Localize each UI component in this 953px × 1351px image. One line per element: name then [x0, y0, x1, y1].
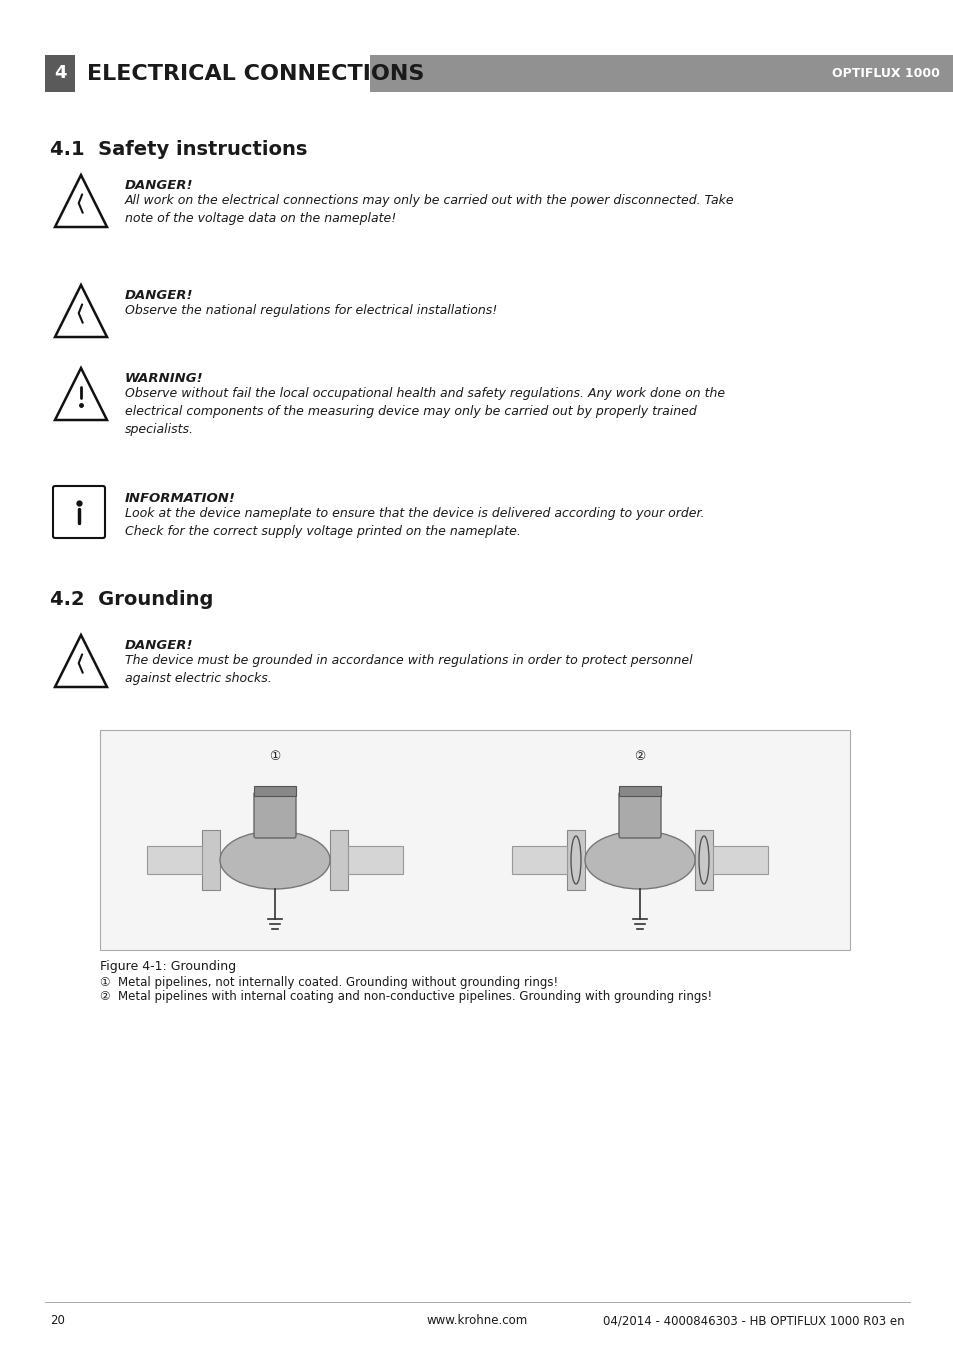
Ellipse shape [220, 831, 330, 889]
Text: INFORMATION!: INFORMATION! [125, 492, 235, 505]
FancyBboxPatch shape [253, 792, 295, 838]
FancyBboxPatch shape [53, 486, 105, 538]
Text: DANGER!: DANGER! [125, 178, 193, 192]
Text: 4: 4 [53, 65, 66, 82]
Text: OPTIFLUX 1000: OPTIFLUX 1000 [831, 68, 939, 80]
Text: ②  Metal pipelines with internal coating and non-conductive pipelines. Grounding: ② Metal pipelines with internal coating … [100, 990, 711, 1002]
Text: 4.1  Safety instructions: 4.1 Safety instructions [50, 141, 307, 159]
Bar [330, 830, 348, 890]
Text: ②: ② [634, 750, 645, 763]
Text: Figure 4-1: Grounding: Figure 4-1: Grounding [100, 961, 236, 973]
Text: ①  Metal pipelines, not internally coated. Grounding without grounding rings!: ① Metal pipelines, not internally coated… [100, 975, 558, 989]
Text: Look at the device nameplate to ensure that the device is delivered according to: Look at the device nameplate to ensure t… [125, 507, 703, 538]
Text: Observe the national regulations for electrical installations!: Observe the national regulations for ele… [125, 304, 497, 317]
Polygon shape [55, 635, 107, 688]
FancyBboxPatch shape [618, 792, 660, 838]
Polygon shape [55, 176, 107, 227]
Text: 04/2014 - 4000846303 - HB OPTIFLUX 1000 R03 en: 04/2014 - 4000846303 - HB OPTIFLUX 1000 … [602, 1315, 904, 1327]
Bar [712, 846, 767, 874]
Polygon shape [55, 285, 107, 336]
Bar [253, 786, 295, 796]
Ellipse shape [584, 831, 695, 889]
Text: www.krohne.com: www.krohne.com [426, 1315, 527, 1327]
Bar [370, 55, 953, 92]
Bar [566, 830, 584, 890]
Bar [45, 55, 75, 92]
Text: ①: ① [269, 750, 280, 763]
Polygon shape [55, 367, 107, 420]
Bar [147, 846, 202, 874]
Text: WARNING!: WARNING! [125, 372, 203, 385]
Bar [695, 830, 712, 890]
Text: DANGER!: DANGER! [125, 639, 193, 653]
Text: All work on the electrical connections may only be carried out with the power di: All work on the electrical connections m… [125, 195, 734, 226]
Bar [202, 830, 220, 890]
Bar [348, 846, 402, 874]
Text: ELECTRICAL CONNECTIONS: ELECTRICAL CONNECTIONS [87, 63, 424, 84]
Text: DANGER!: DANGER! [125, 289, 193, 303]
Bar [100, 730, 849, 950]
Bar [618, 786, 660, 796]
Text: 20: 20 [50, 1315, 65, 1327]
Text: 4.2  Grounding: 4.2 Grounding [50, 590, 213, 609]
Text: Observe without fail the local occupational health and safety regulations. Any w: Observe without fail the local occupatio… [125, 386, 724, 436]
Bar [512, 846, 566, 874]
Text: The device must be grounded in accordance with regulations in order to protect p: The device must be grounded in accordanc… [125, 654, 692, 685]
